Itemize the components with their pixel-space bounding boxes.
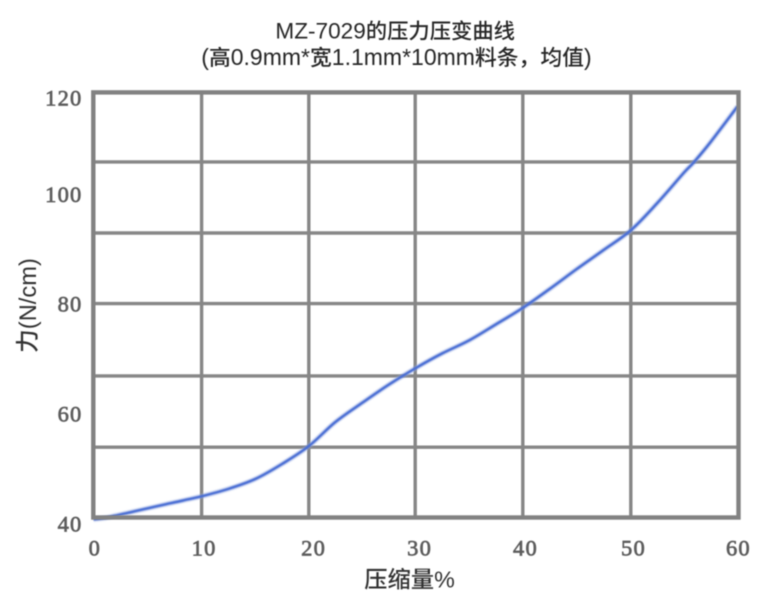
svg-text:(: ( <box>201 44 209 70</box>
svg-text:100: 100 <box>45 182 82 207</box>
svg-text:60: 60 <box>58 401 83 426</box>
svg-text:10: 10 <box>192 536 217 561</box>
svg-text:(N/cm): (N/cm) <box>16 258 42 329</box>
svg-text:40: 40 <box>513 536 538 561</box>
svg-text:50: 50 <box>621 536 646 561</box>
svg-text:1.1mm*10mm: 1.1mm*10mm <box>332 44 475 70</box>
svg-text:120: 120 <box>45 86 82 111</box>
svg-text:0: 0 <box>89 536 101 561</box>
svg-text:): ) <box>584 44 592 70</box>
svg-text:20: 20 <box>301 536 326 561</box>
svg-text:0.9mm*: 0.9mm* <box>231 44 310 70</box>
svg-text:MZ-7029: MZ-7029 <box>275 19 365 44</box>
svg-text:60: 60 <box>726 536 751 561</box>
svg-text:80: 80 <box>58 291 83 316</box>
svg-text:%: % <box>434 567 455 593</box>
svg-text:30: 30 <box>407 536 432 561</box>
svg-text:40: 40 <box>58 512 83 537</box>
